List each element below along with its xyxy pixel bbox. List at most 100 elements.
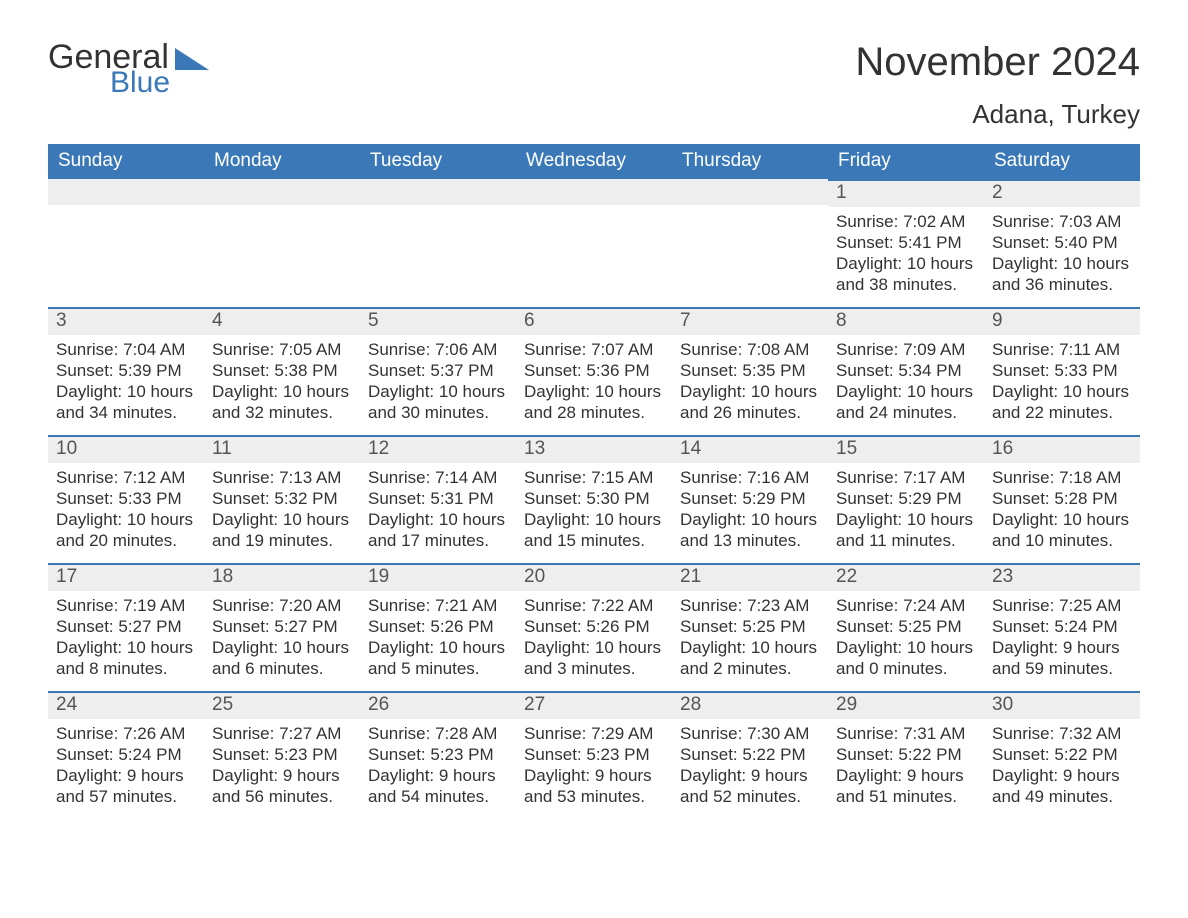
daylight-text-2: and 8 minutes. [56,658,196,679]
logo-word2: Blue [110,66,209,100]
day-details: Sunrise: 7:23 AMSunset: 5:25 PMDaylight:… [672,591,828,679]
calendar-cell: 10Sunrise: 7:12 AMSunset: 5:33 PMDayligh… [48,435,204,563]
day-details: Sunrise: 7:17 AMSunset: 5:29 PMDaylight:… [828,463,984,551]
day-details: Sunrise: 7:16 AMSunset: 5:29 PMDaylight:… [672,463,828,551]
daylight-text-1: Daylight: 9 hours [836,765,976,786]
title-block: November 2024 Adana, Turkey [855,40,1140,136]
daylight-text-1: Daylight: 10 hours [56,637,196,658]
sunrise-text: Sunrise: 7:06 AM [368,339,508,360]
day-details: Sunrise: 7:06 AMSunset: 5:37 PMDaylight:… [360,335,516,423]
weekday-header: Tuesday [360,144,516,179]
sunset-text: Sunset: 5:22 PM [680,744,820,765]
daylight-text-1: Daylight: 10 hours [680,637,820,658]
sunset-text: Sunset: 5:29 PM [680,488,820,509]
calendar-cell: 20Sunrise: 7:22 AMSunset: 5:26 PMDayligh… [516,563,672,691]
logo: General Blue [48,40,209,100]
day-details: Sunrise: 7:22 AMSunset: 5:26 PMDaylight:… [516,591,672,679]
day-number: 22 [828,563,984,591]
logo-triangle-icon [175,48,209,70]
day-details: Sunrise: 7:27 AMSunset: 5:23 PMDaylight:… [204,719,360,807]
calendar-cell [516,179,672,307]
empty-day-bar [204,179,360,205]
day-details: Sunrise: 7:08 AMSunset: 5:35 PMDaylight:… [672,335,828,423]
calendar-cell: 3Sunrise: 7:04 AMSunset: 5:39 PMDaylight… [48,307,204,435]
sunrise-text: Sunrise: 7:18 AM [992,467,1132,488]
sunset-text: Sunset: 5:27 PM [56,616,196,637]
daylight-text-1: Daylight: 10 hours [992,381,1132,402]
sunrise-text: Sunrise: 7:11 AM [992,339,1132,360]
daylight-text-2: and 3 minutes. [524,658,664,679]
daylight-text-2: and 53 minutes. [524,786,664,807]
sunrise-text: Sunrise: 7:25 AM [992,595,1132,616]
sunrise-text: Sunrise: 7:21 AM [368,595,508,616]
daylight-text-1: Daylight: 9 hours [212,765,352,786]
calendar-cell: 21Sunrise: 7:23 AMSunset: 5:25 PMDayligh… [672,563,828,691]
sunset-text: Sunset: 5:33 PM [56,488,196,509]
daylight-text-2: and 19 minutes. [212,530,352,551]
calendar-cell: 18Sunrise: 7:20 AMSunset: 5:27 PMDayligh… [204,563,360,691]
sunset-text: Sunset: 5:27 PM [212,616,352,637]
weekday-header: Wednesday [516,144,672,179]
daylight-text-2: and 52 minutes. [680,786,820,807]
daylight-text-2: and 34 minutes. [56,402,196,423]
daylight-text-2: and 59 minutes. [992,658,1132,679]
daylight-text-1: Daylight: 10 hours [368,637,508,658]
daylight-text-2: and 5 minutes. [368,658,508,679]
calendar-cell: 14Sunrise: 7:16 AMSunset: 5:29 PMDayligh… [672,435,828,563]
daylight-text-1: Daylight: 10 hours [992,509,1132,530]
daylight-text-1: Daylight: 10 hours [680,381,820,402]
day-number: 27 [516,691,672,719]
calendar-table: Sunday Monday Tuesday Wednesday Thursday… [48,144,1140,819]
daylight-text-2: and 22 minutes. [992,402,1132,423]
sunrise-text: Sunrise: 7:12 AM [56,467,196,488]
sunrise-text: Sunrise: 7:05 AM [212,339,352,360]
sunset-text: Sunset: 5:26 PM [368,616,508,637]
sunset-text: Sunset: 5:23 PM [368,744,508,765]
day-details: Sunrise: 7:20 AMSunset: 5:27 PMDaylight:… [204,591,360,679]
sunset-text: Sunset: 5:30 PM [524,488,664,509]
day-details: Sunrise: 7:07 AMSunset: 5:36 PMDaylight:… [516,335,672,423]
daylight-text-1: Daylight: 10 hours [524,381,664,402]
day-details: Sunrise: 7:02 AMSunset: 5:41 PMDaylight:… [828,207,984,295]
day-details: Sunrise: 7:12 AMSunset: 5:33 PMDaylight:… [48,463,204,551]
location: Adana, Turkey [855,99,1140,130]
day-number: 11 [204,435,360,463]
sunrise-text: Sunrise: 7:03 AM [992,211,1132,232]
daylight-text-2: and 20 minutes. [56,530,196,551]
sunset-text: Sunset: 5:40 PM [992,232,1132,253]
sunset-text: Sunset: 5:38 PM [212,360,352,381]
day-number: 14 [672,435,828,463]
daylight-text-1: Daylight: 10 hours [836,509,976,530]
calendar-cell: 8Sunrise: 7:09 AMSunset: 5:34 PMDaylight… [828,307,984,435]
day-number: 6 [516,307,672,335]
day-number: 18 [204,563,360,591]
daylight-text-1: Daylight: 9 hours [992,765,1132,786]
header-row: General Blue November 2024 Adana, Turkey [48,40,1140,136]
calendar-cell: 28Sunrise: 7:30 AMSunset: 5:22 PMDayligh… [672,691,828,819]
daylight-text-1: Daylight: 10 hours [992,253,1132,274]
daylight-text-2: and 0 minutes. [836,658,976,679]
sunrise-text: Sunrise: 7:07 AM [524,339,664,360]
sunrise-text: Sunrise: 7:31 AM [836,723,976,744]
daylight-text-1: Daylight: 10 hours [680,509,820,530]
sunrise-text: Sunrise: 7:27 AM [212,723,352,744]
day-details: Sunrise: 7:04 AMSunset: 5:39 PMDaylight:… [48,335,204,423]
sunset-text: Sunset: 5:41 PM [836,232,976,253]
day-number: 3 [48,307,204,335]
weekday-header: Monday [204,144,360,179]
day-details: Sunrise: 7:25 AMSunset: 5:24 PMDaylight:… [984,591,1140,679]
calendar-cell: 29Sunrise: 7:31 AMSunset: 5:22 PMDayligh… [828,691,984,819]
calendar-cell: 27Sunrise: 7:29 AMSunset: 5:23 PMDayligh… [516,691,672,819]
empty-day-bar [48,179,204,205]
day-details: Sunrise: 7:18 AMSunset: 5:28 PMDaylight:… [984,463,1140,551]
day-number: 24 [48,691,204,719]
day-number: 21 [672,563,828,591]
daylight-text-2: and 28 minutes. [524,402,664,423]
calendar-cell [360,179,516,307]
daylight-text-1: Daylight: 9 hours [680,765,820,786]
day-details: Sunrise: 7:19 AMSunset: 5:27 PMDaylight:… [48,591,204,679]
sunset-text: Sunset: 5:39 PM [56,360,196,381]
daylight-text-1: Daylight: 10 hours [368,509,508,530]
calendar-cell: 15Sunrise: 7:17 AMSunset: 5:29 PMDayligh… [828,435,984,563]
daylight-text-1: Daylight: 9 hours [56,765,196,786]
